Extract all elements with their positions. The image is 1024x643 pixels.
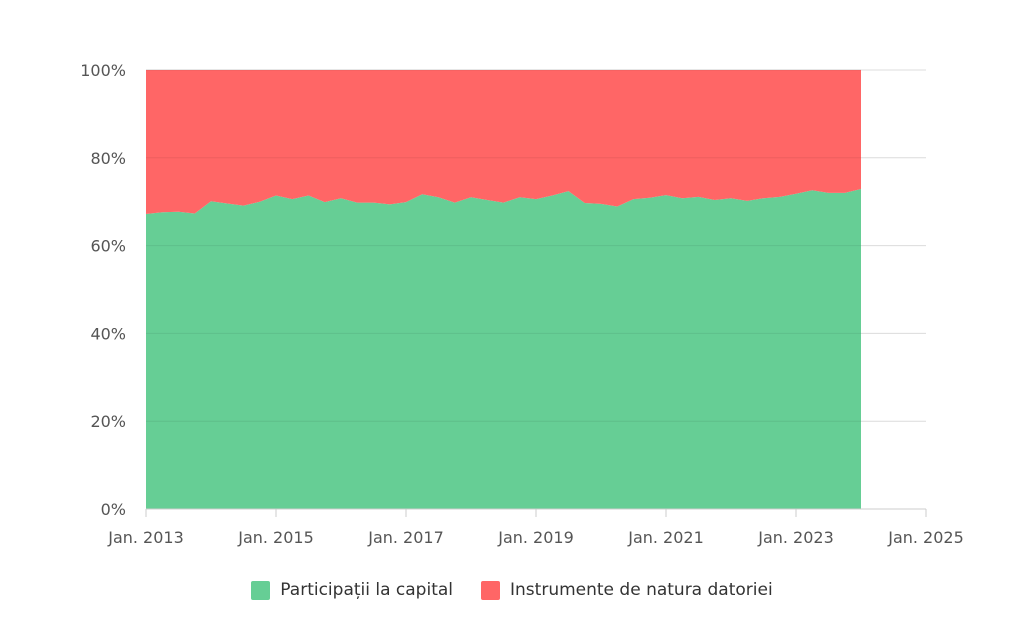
y-tick-label: 80% [90,149,126,168]
legend: Participații la capital Instrumente de n… [0,580,1024,600]
x-tick-label: Jan. 2023 [757,528,834,547]
x-tick-label: Jan. 2013 [107,528,184,547]
y-tick-label: 40% [90,324,126,343]
legend-item-debt[interactable]: Instrumente de natura datoriei [481,580,773,600]
x-tick-label: Jan. 2021 [627,528,704,547]
axis-layer: 0% 20% 40% 60% 80% 100% Jan. 2013 Jan. 2015 Jan.… [80,61,964,547]
legend-label-debt: Instrumente de natura datoriei [510,580,773,600]
stacked-area-chart: 0% 20% 40% 60% 80% 100% Jan. 2013 Jan. 2015 Jan.… [80,61,964,547]
area-series-debt[interactable] [146,70,861,214]
x-tick-label: Jan. 2019 [497,528,574,547]
x-tick-label: Jan. 2025 [887,528,964,547]
legend-swatch-debt [481,580,501,600]
y-tick-label: 100% [80,61,126,80]
y-tick-label: 0% [101,500,126,519]
x-tick-label: Jan. 2015 [237,528,314,547]
legend-label-equity: Participații la capital [280,580,454,600]
y-tick-label: 20% [90,412,126,431]
y-tick-label: 60% [90,237,126,256]
x-tick-label: Jan. 2017 [367,528,444,547]
area-layer [146,69,861,509]
legend-item-equity[interactable]: Participații la capital [251,580,453,600]
legend-swatch-equity [251,580,271,600]
area-series-equity[interactable] [146,188,861,509]
